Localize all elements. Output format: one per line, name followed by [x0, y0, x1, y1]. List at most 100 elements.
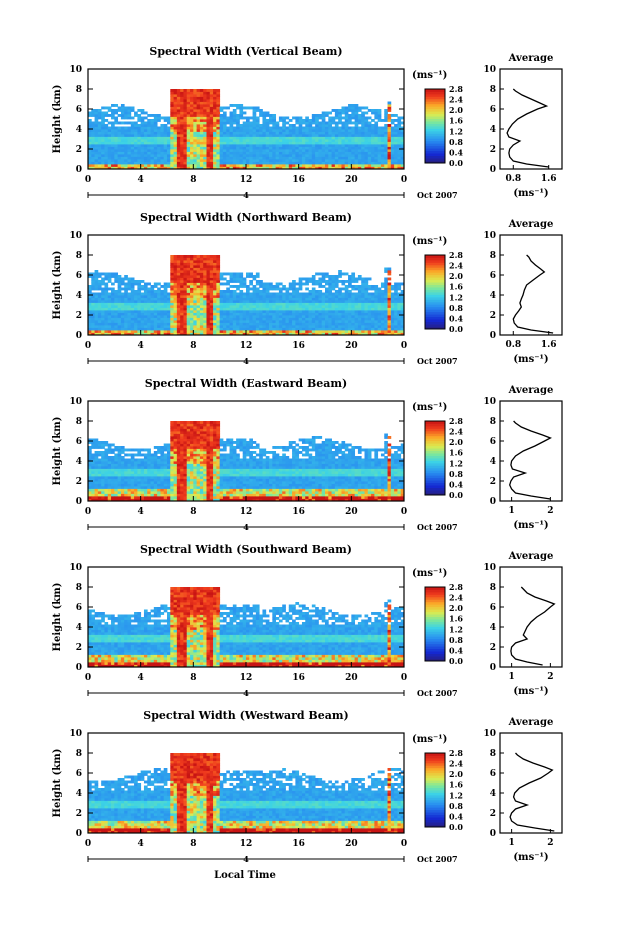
heatmap-cell: [170, 280, 174, 283]
heatmap-cell: [180, 265, 184, 268]
heatmap-cell: [219, 159, 224, 162]
heatmap-cell: [301, 146, 306, 150]
heatmap-cell: [229, 124, 234, 127]
heatmap-cell: [104, 297, 109, 301]
heatmap-cell: [183, 109, 188, 112]
heatmap-cell: [199, 151, 204, 155]
heatmap-cell: [397, 146, 402, 150]
heatmap-cell: [348, 136, 352, 140]
heatmap-cell: [120, 287, 125, 291]
heatmap-cell: [193, 106, 198, 110]
heatmap-cell: [236, 114, 240, 117]
avg-y-tick-label: 10: [483, 65, 496, 75]
heatmap-cell: [107, 325, 112, 328]
heatmap-cell: [193, 141, 198, 145]
heatmap-cell: [229, 277, 234, 281]
heatmap-cell: [107, 327, 112, 331]
heatmap-cell: [104, 330, 109, 333]
heatmap-cell: [334, 111, 339, 115]
heatmap-cell: [400, 139, 405, 142]
heatmap-cell: [183, 146, 188, 150]
heatmap-cell: [183, 99, 188, 102]
heatmap-cell: [203, 126, 207, 130]
heatmap-cell: [193, 257, 198, 261]
heatmap-cell: [97, 287, 102, 291]
heatmap-cell: [216, 131, 221, 135]
heatmap-cell: [157, 164, 161, 167]
heatmap-cell: [301, 320, 306, 323]
heatmap-cell: [377, 159, 382, 162]
heatmap-cell: [186, 262, 191, 266]
heatmap-cell: [259, 114, 263, 117]
heatmap-cell: [292, 330, 296, 333]
heatmap-cell: [367, 330, 372, 333]
heatmap-cell: [104, 478, 109, 482]
heatmap-cell: [229, 302, 234, 306]
heatmap-cell: [371, 317, 375, 321]
heatmap-cell: [173, 292, 178, 296]
heatmap-cell: [318, 121, 323, 125]
heatmap-cell: [315, 332, 319, 336]
heatmap-cell: [186, 109, 191, 112]
heatmap-cell: [117, 146, 122, 150]
heatmap-cell: [341, 310, 346, 313]
heatmap-cell: [97, 129, 102, 132]
heatmap-cell: [285, 330, 290, 333]
heatmap-cell: [183, 104, 188, 107]
heatmap-cell: [387, 302, 392, 306]
heatmap-cell: [295, 295, 300, 298]
heatmap-cell: [104, 448, 109, 452]
heatmap-cell: [246, 161, 250, 165]
heatmap-cell: [117, 136, 122, 140]
heatmap-cell: [377, 116, 382, 120]
heatmap-cell: [97, 141, 102, 145]
heatmap-cell: [193, 111, 198, 115]
heatmap-cell: [203, 121, 207, 125]
heatmap-cell: [88, 129, 92, 132]
heatmap-cell: [229, 141, 234, 145]
heatmap-cell: [180, 149, 184, 152]
heatmap-cell: [357, 287, 362, 291]
heatmap-cell: [384, 327, 388, 331]
heatmap-cell: [367, 300, 372, 303]
heatmap-cell: [137, 302, 142, 306]
heatmap-cell: [176, 260, 181, 263]
heatmap-cell: [259, 307, 263, 311]
heatmap-cell: [199, 295, 204, 298]
heatmap-cell: [246, 166, 250, 170]
heatmap-cell: [120, 491, 125, 494]
heatmap-cell: [384, 297, 388, 301]
heatmap-cell: [173, 262, 178, 266]
heatmap-cell: [150, 285, 155, 288]
heatmap-cell: [278, 287, 283, 291]
heatmap-cell: [193, 255, 198, 258]
heatmap-cell: [101, 282, 105, 286]
heatmap-cell: [394, 315, 398, 318]
heatmap-cell: [163, 330, 168, 333]
heatmap-cell: [354, 280, 359, 283]
heatmap-cell: [97, 307, 102, 311]
heatmap-cell: [252, 322, 257, 326]
heatmap-cell: [173, 94, 178, 97]
heatmap-cell: [331, 136, 336, 140]
colorbar-segment: [425, 93, 445, 97]
heatmap-cell: [186, 272, 191, 276]
heatmap-cell: [400, 292, 405, 296]
heatmap-cell: [321, 136, 326, 140]
heatmap-cell: [252, 330, 257, 333]
heatmap-cell: [101, 466, 105, 469]
heatmap-cell: [216, 106, 221, 110]
heatmap-cell: [203, 257, 207, 261]
heatmap-cell: [246, 116, 250, 120]
heatmap-cell: [400, 159, 405, 162]
heatmap-cell: [387, 101, 392, 105]
heatmap-cell: [167, 159, 171, 162]
heatmap-cell: [88, 151, 92, 155]
heatmap-cell: [394, 161, 398, 165]
heatmap-cell: [292, 307, 296, 311]
heatmap-cell: [364, 139, 369, 142]
heatmap-cell: [285, 317, 290, 321]
heatmap-cell: [394, 297, 398, 301]
heatmap-cell: [94, 292, 99, 296]
heatmap-cell: [147, 126, 151, 130]
